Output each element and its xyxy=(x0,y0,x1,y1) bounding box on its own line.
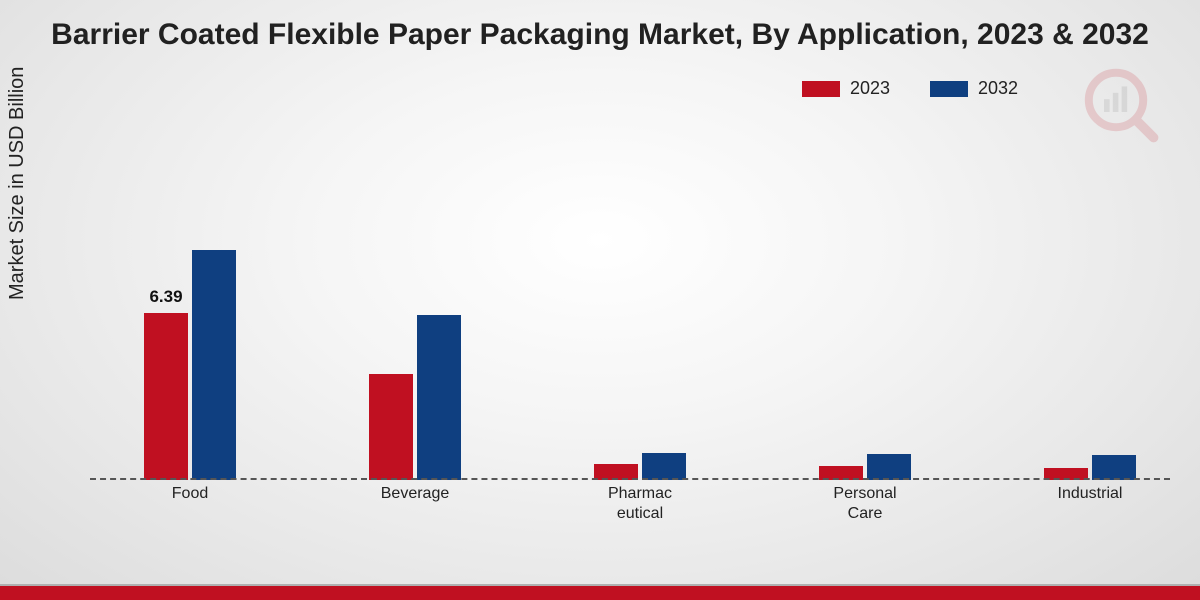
legend-swatch-2032 xyxy=(930,81,968,97)
bar-2032-0 xyxy=(192,250,236,480)
x-axis-baseline xyxy=(90,478,1170,480)
chart-title: Barrier Coated Flexible Paper Packaging … xyxy=(0,18,1200,52)
legend-label-2032: 2032 xyxy=(978,78,1018,99)
footer-band xyxy=(0,586,1200,600)
bar-2032-3 xyxy=(867,454,911,480)
legend-item-2032: 2032 xyxy=(930,78,1018,99)
legend-swatch-2023 xyxy=(802,81,840,97)
page-root: Barrier Coated Flexible Paper Packaging … xyxy=(0,0,1200,600)
x-labels-container: FoodBeveragePharmaceuticalPersonalCareIn… xyxy=(90,480,1170,530)
x-label-2: Pharmaceutical xyxy=(550,484,730,524)
bars-container: 6.39 xyxy=(90,140,1170,480)
bar-2023-0 xyxy=(144,313,188,480)
legend: 2023 2032 xyxy=(0,78,1200,99)
bar-2032-4 xyxy=(1092,455,1136,480)
bar-2032-2 xyxy=(642,453,686,480)
y-axis-label: Market Size in USD Billion xyxy=(6,67,29,300)
bar-2023-1 xyxy=(369,374,413,480)
legend-label-2023: 2023 xyxy=(850,78,890,99)
watermark-icon xyxy=(1080,64,1160,144)
legend-item-2023: 2023 xyxy=(802,78,890,99)
plot-area: 6.39 Food Beverage Pharmaceutical PersonalC… xyxy=(90,140,1170,530)
x-label-3: PersonalCare xyxy=(775,484,955,524)
bar-2032-1 xyxy=(417,315,461,480)
x-label-0: Food xyxy=(100,484,280,504)
x-label-4: Industrial xyxy=(1000,484,1180,504)
x-label-1: Beverage xyxy=(325,484,505,504)
